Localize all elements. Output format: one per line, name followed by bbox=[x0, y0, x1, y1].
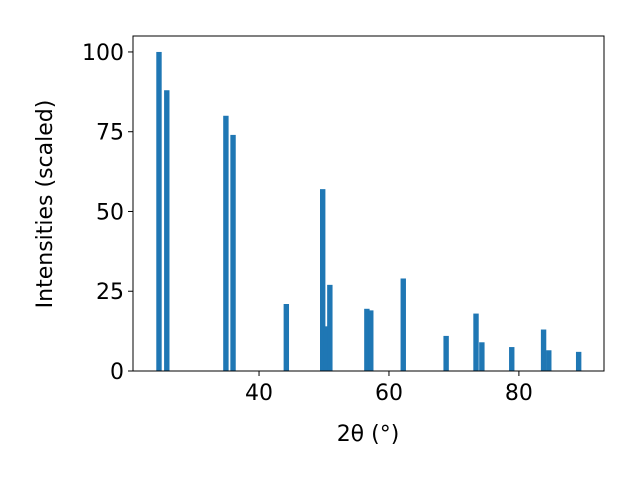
x-axis-label: 2θ (°) bbox=[337, 422, 400, 447]
bar bbox=[164, 90, 170, 371]
bar bbox=[364, 308, 370, 371]
y-tick-label: 0 bbox=[110, 360, 124, 385]
bar bbox=[443, 335, 449, 371]
y-tick-label: 50 bbox=[96, 200, 124, 225]
bar bbox=[368, 310, 374, 371]
bar bbox=[283, 304, 290, 371]
bar bbox=[223, 115, 229, 371]
x-tick-label: 60 bbox=[375, 381, 403, 406]
bar bbox=[156, 51, 162, 371]
y-tick-label: 75 bbox=[96, 121, 124, 146]
y-tick-label: 100 bbox=[82, 41, 124, 66]
bar bbox=[509, 347, 515, 371]
y-axis-label: Intensities (scaled) bbox=[33, 100, 58, 309]
bar bbox=[400, 278, 406, 371]
y-tick-label: 25 bbox=[96, 280, 124, 305]
plot-frame bbox=[132, 35, 605, 372]
bar bbox=[479, 342, 485, 371]
bar bbox=[546, 350, 552, 371]
bar bbox=[230, 134, 236, 371]
x-tick-label: 40 bbox=[245, 381, 273, 406]
bar bbox=[473, 313, 479, 371]
bar bbox=[327, 284, 333, 371]
bar bbox=[575, 351, 582, 371]
bar bbox=[323, 326, 329, 371]
x-tick-label: 80 bbox=[505, 381, 533, 406]
bar bbox=[319, 189, 326, 371]
bar bbox=[540, 329, 547, 371]
